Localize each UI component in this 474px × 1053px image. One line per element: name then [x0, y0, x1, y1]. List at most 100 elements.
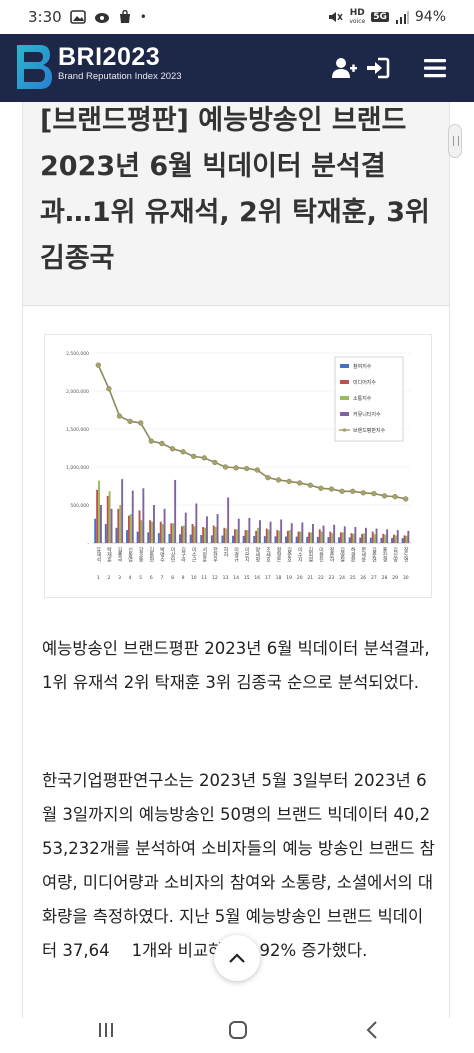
- bar-참여지수: [263, 536, 266, 543]
- line-point: [360, 490, 366, 496]
- bar-참여지수: [327, 537, 330, 543]
- line-point: [106, 386, 112, 392]
- bar-커뮤니티지수: [343, 526, 346, 543]
- paragraph-2-text: 한국기업평판연구소는 2023년 5월 3일부터 2023년 6월 3일까지의 …: [42, 771, 435, 960]
- cloud-app-icon: [94, 13, 109, 23]
- menu-icon[interactable]: [422, 56, 450, 80]
- login-icon[interactable]: [364, 56, 392, 80]
- line-point: [297, 480, 303, 486]
- x-category-label: 이은지: [244, 546, 250, 563]
- line-point: [371, 490, 377, 497]
- y-tick-label: 1,500,000: [66, 427, 89, 433]
- x-rank-label: 21: [307, 575, 313, 581]
- line-point: [233, 465, 239, 471]
- x-category-label: 하하: [223, 546, 229, 558]
- bri-logo-icon[interactable]: [14, 42, 54, 92]
- bar-참여지수: [157, 533, 160, 543]
- bar-소통지수: [352, 533, 355, 543]
- bar-참여지수: [200, 535, 203, 543]
- bar-소통지수: [108, 491, 111, 543]
- x-category-label: 홍진경: [382, 546, 388, 562]
- bar-커뮤니티지수: [333, 524, 336, 543]
- bar-커뮤니티지수: [396, 530, 399, 543]
- bar-미디어지수: [180, 526, 183, 543]
- x-category-label: 이경규: [233, 546, 239, 563]
- bar-참여지수: [369, 537, 372, 543]
- x-rank-label: 24: [339, 575, 345, 581]
- scrollbar-handle[interactable]: [448, 124, 462, 158]
- bar-참여지수: [285, 536, 287, 543]
- line-point: [254, 467, 260, 473]
- bar-참여지수: [338, 537, 340, 543]
- bar-미디어지수: [159, 521, 162, 543]
- bar-커뮤니티지수: [205, 516, 208, 543]
- x-rank-label: 14: [233, 575, 239, 581]
- x-category-label: 탁재훈: [106, 546, 112, 562]
- x-category-label: 신동엽: [127, 546, 133, 562]
- article-title-box: [23, 102, 449, 306]
- back-icon[interactable]: [364, 1020, 380, 1040]
- bar-커뮤니티지수: [163, 508, 166, 543]
- bar-미디어지수: [191, 524, 194, 543]
- line-point: [169, 446, 176, 452]
- bar-소통지수: [373, 534, 376, 543]
- bar-소통지수: [204, 527, 206, 543]
- bar-커뮤니티지수: [386, 529, 389, 543]
- bar-미디어지수: [350, 533, 353, 543]
- bar-커뮤니티지수: [195, 503, 198, 543]
- article-paragraph-2: 한국기업평판연구소는 2023년 5월 3일부터 2023년 6월 3일까지의 …: [42, 764, 438, 968]
- bar-커뮤니티지수: [216, 514, 219, 543]
- bar-소통지수: [129, 514, 132, 543]
- bar-미디어지수: [276, 530, 279, 543]
- bar-미디어지수: [286, 530, 289, 543]
- bar-커뮤니티지수: [248, 517, 251, 543]
- x-category-label: 김종국: [117, 546, 123, 563]
- x-rank-label: 10: [191, 575, 197, 581]
- bar-미디어지수: [255, 530, 258, 543]
- bar-참여지수: [401, 538, 404, 543]
- bar-소통지수: [394, 535, 397, 543]
- x-category-label: 김신영: [392, 546, 398, 562]
- x-rank-label: 28: [382, 575, 388, 581]
- bar-참여지수: [274, 536, 277, 543]
- x-rank-label: 9: [182, 575, 185, 581]
- scroll-to-top-button[interactable]: [214, 935, 260, 981]
- add-user-icon[interactable]: [330, 56, 358, 80]
- logo-title: BRI2023: [58, 43, 161, 71]
- bar-참여지수: [210, 535, 213, 543]
- bar-커뮤니티지수: [290, 523, 293, 543]
- x-rank-label: 3: [118, 575, 121, 581]
- bar-미디어지수: [329, 531, 332, 543]
- line-point: [222, 464, 229, 470]
- x-category-label: 유재석: [95, 547, 101, 563]
- image-icon: [69, 10, 86, 24]
- bar-커뮤니티지수: [131, 490, 134, 543]
- recent-apps-icon[interactable]: [96, 1021, 116, 1039]
- bar-미디어지수: [318, 529, 321, 543]
- bar-소통지수: [225, 528, 228, 543]
- chart-frame: 2,500,000 2,000,000 1,500,000 1,000,000 500,…: [44, 334, 432, 598]
- site-header: BRI2023 Brand Reputation Index 2023: [0, 34, 474, 102]
- bar-소통지수: [363, 533, 365, 543]
- bar-소통지수: [151, 521, 153, 543]
- line-point: [95, 362, 101, 368]
- x-category-label: 이용진: [318, 546, 324, 562]
- bar-커뮤니티지수: [110, 508, 113, 543]
- bar-소통지수: [288, 530, 291, 543]
- home-icon[interactable]: [228, 1020, 248, 1040]
- x-rank-label: 7: [160, 575, 163, 581]
- bar-미디어지수: [106, 495, 109, 543]
- line-point: [191, 453, 197, 460]
- line-point: [403, 496, 409, 502]
- x-rank-label: 30: [403, 575, 409, 581]
- line-point: [318, 485, 324, 491]
- bar-커뮤니티지수: [184, 512, 187, 543]
- legend-label: 미디어지수: [353, 379, 376, 386]
- bar-커뮤니티지수: [142, 488, 145, 543]
- logo-text[interactable]: BRI2023 Brand Reputation Index 2023: [58, 43, 182, 83]
- line-point: [265, 474, 271, 481]
- x-rank-label: 23: [329, 575, 335, 581]
- bar-소통지수: [119, 505, 122, 543]
- bar-커뮤니티지수: [237, 518, 240, 543]
- legend-swatch: [340, 412, 349, 416]
